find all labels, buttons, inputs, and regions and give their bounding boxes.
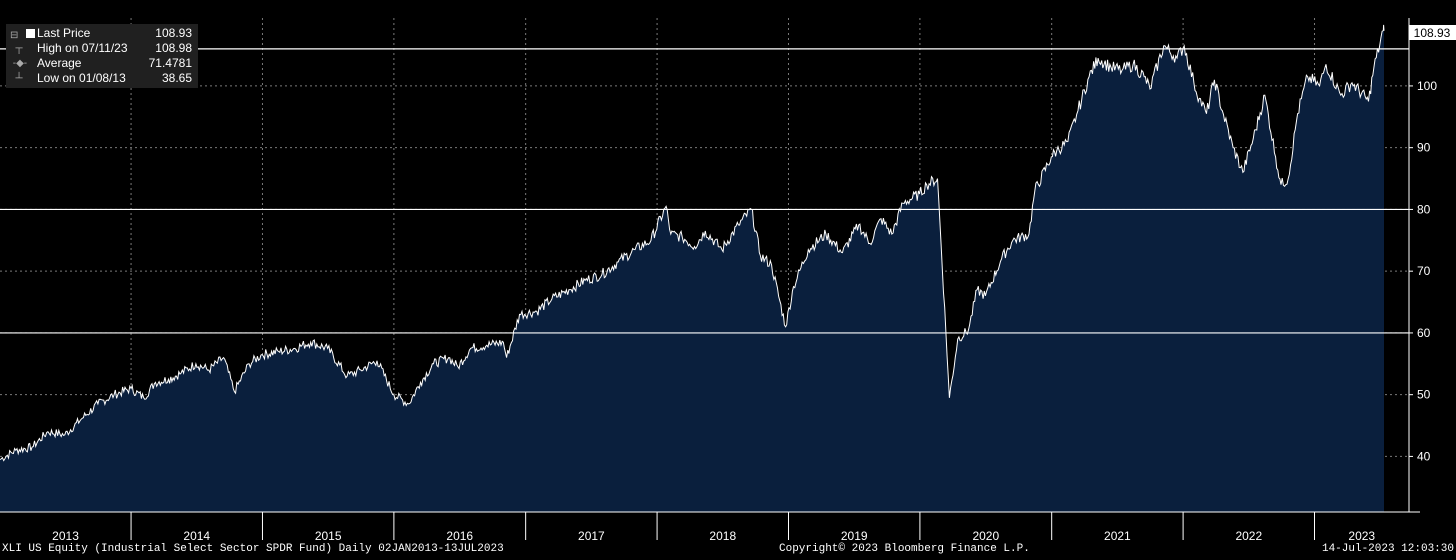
y-tick-label: 90: [1417, 141, 1431, 155]
legend-row-last-price: ⊟ Last Price 108.93: [6, 26, 198, 41]
x-tick-label: 2020: [972, 529, 999, 543]
filled-square-icon: ⊟: [10, 26, 36, 43]
legend-value: 108.93: [155, 26, 192, 40]
average-line-icon: -◆-: [10, 58, 28, 69]
y-tick-label: 80: [1417, 202, 1431, 216]
low-marker-icon: ┴: [10, 73, 23, 84]
legend-value: 71.4781: [148, 56, 192, 70]
x-tick-label: 2015: [315, 529, 342, 543]
legend: ⊟ Last Price 108.93 ┬ High on 07/11/23 1…: [6, 24, 198, 88]
x-tick-label: 2016: [446, 529, 473, 543]
x-tick-label: 2022: [1235, 529, 1262, 543]
last-price-marker: 108.93: [1409, 25, 1456, 40]
x-tick-label: 2023: [1348, 529, 1375, 543]
y-tick-label: 40: [1417, 449, 1431, 463]
x-tick-label: 2019: [841, 529, 868, 543]
footer-security-info: XLI US Equity (Industrial Select Sector …: [2, 543, 504, 555]
x-tick-label: 2017: [578, 529, 605, 543]
x-tick-label: 2021: [1104, 529, 1131, 543]
last-price-box: [1409, 25, 1456, 40]
y-tick-label: 70: [1417, 264, 1431, 278]
legend-value: 38.65: [161, 71, 192, 85]
y-axis-ticks: 40 50 60 70 80 90 100: [1409, 79, 1437, 463]
y-tick-label: 50: [1417, 388, 1431, 402]
footer-timestamp: 14-Jul-2023 12:03:30: [1321, 543, 1454, 555]
reference-lines: [0, 48, 1409, 334]
legend-label: Average: [37, 56, 82, 70]
legend-label: High on 07/11/23: [37, 41, 128, 55]
legend-label: Last Price: [37, 26, 91, 40]
y-tick-label: 100: [1417, 79, 1437, 93]
legend-row-high: ┬ High on 07/11/23 108.98: [6, 41, 198, 56]
legend-value: 108.98: [155, 41, 192, 55]
y-tick-label: 60: [1417, 326, 1431, 340]
legend-row-low: ┴ Low on 01/08/13 38.65: [6, 71, 198, 86]
legend-row-average: -◆- Average 71.4781: [6, 56, 198, 71]
x-axis-ticks: 2013 2014 2015 2016 2017 2018 2019 2020 2021 2022…: [52, 512, 1375, 543]
high-marker-icon: ┬: [10, 43, 23, 54]
price-area-fill: [0, 24, 1384, 513]
x-tick-label: 2013: [52, 529, 79, 543]
x-tick-label: 2014: [183, 529, 210, 543]
footer-copyright: Copyright© 2023 Bloomberg Finance L.P.: [779, 543, 1030, 555]
last-price-label: 108.93: [1414, 26, 1451, 40]
x-tick-label: 2018: [709, 529, 736, 543]
price-line: [0, 24, 1385, 462]
legend-label: Low on 01/08/13: [37, 71, 126, 85]
